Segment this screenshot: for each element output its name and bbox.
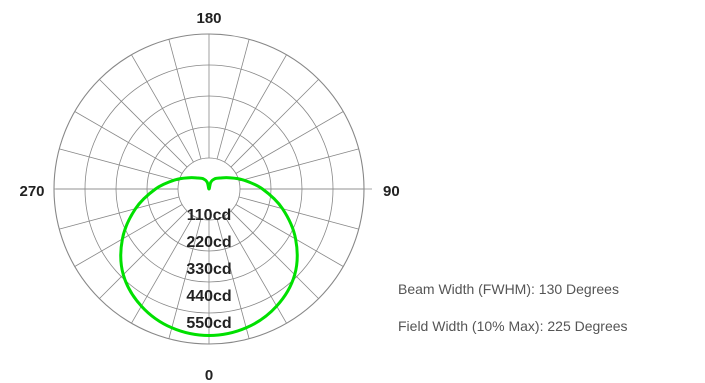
curve-point (122, 273, 125, 276)
curve-point (275, 305, 278, 307)
curve-point (245, 327, 247, 329)
curve-point (294, 238, 297, 240)
ring-label: 110cd (187, 207, 231, 224)
grid-spoke (59, 148, 180, 182)
curve-point (140, 305, 143, 307)
grid-spoke (216, 39, 250, 160)
curve-point (174, 179, 176, 181)
grid-spoke (230, 210, 319, 299)
polar-grid (53, 33, 372, 345)
grid-spoke (224, 54, 287, 163)
grid-spoke (99, 210, 188, 299)
field-width-text: Field Width (10% Max): 225 Degrees (398, 318, 628, 334)
curve-point (188, 176, 191, 179)
grid-spoke (74, 111, 183, 174)
curve-point (121, 238, 124, 240)
ring-labels: 110cd 220cd 330cd 440cd 550cd (186, 207, 231, 332)
curve-point (208, 188, 210, 190)
curve-point (293, 273, 296, 276)
curve-point (206, 181, 208, 183)
ring-label: 330cd (186, 261, 231, 278)
curve-point (134, 207, 137, 210)
beam-width-text: Beam Width (FWHM): 130 Degrees (398, 281, 619, 297)
grid-spoke (235, 111, 344, 174)
curve-point (219, 177, 221, 179)
grid-spoke (74, 204, 183, 267)
curve-point (261, 188, 264, 190)
ring-label: 220cd (186, 234, 231, 251)
angle-label-90: 90 (383, 183, 400, 200)
angle-label-180: 180 (196, 10, 221, 27)
grid-spoke (99, 79, 188, 168)
curve-point (202, 177, 204, 180)
curve-point (214, 177, 216, 180)
grid-spoke (131, 54, 194, 163)
curve-point (227, 176, 230, 179)
grid-spoke (238, 196, 359, 230)
angle-label-0: 0 (205, 367, 213, 383)
intensity-curve-group (119, 176, 299, 337)
curve-point (210, 181, 212, 183)
grid-spoke (168, 39, 202, 160)
curve-point (242, 179, 244, 181)
grid-spoke (216, 218, 250, 339)
angle-label-270: 270 (19, 183, 44, 200)
curve-point (171, 327, 173, 329)
grid-spoke (238, 148, 359, 182)
grid-spoke (235, 204, 344, 267)
grid-spoke (230, 79, 319, 168)
ring-label: 550cd (186, 315, 231, 332)
curve-point (197, 177, 199, 179)
grid-spoke (59, 196, 180, 230)
grid-spoke (168, 218, 202, 339)
curve-point (281, 207, 284, 210)
ring-label: 440cd (186, 288, 231, 305)
curve-point (154, 188, 157, 190)
curve-point (208, 334, 210, 337)
